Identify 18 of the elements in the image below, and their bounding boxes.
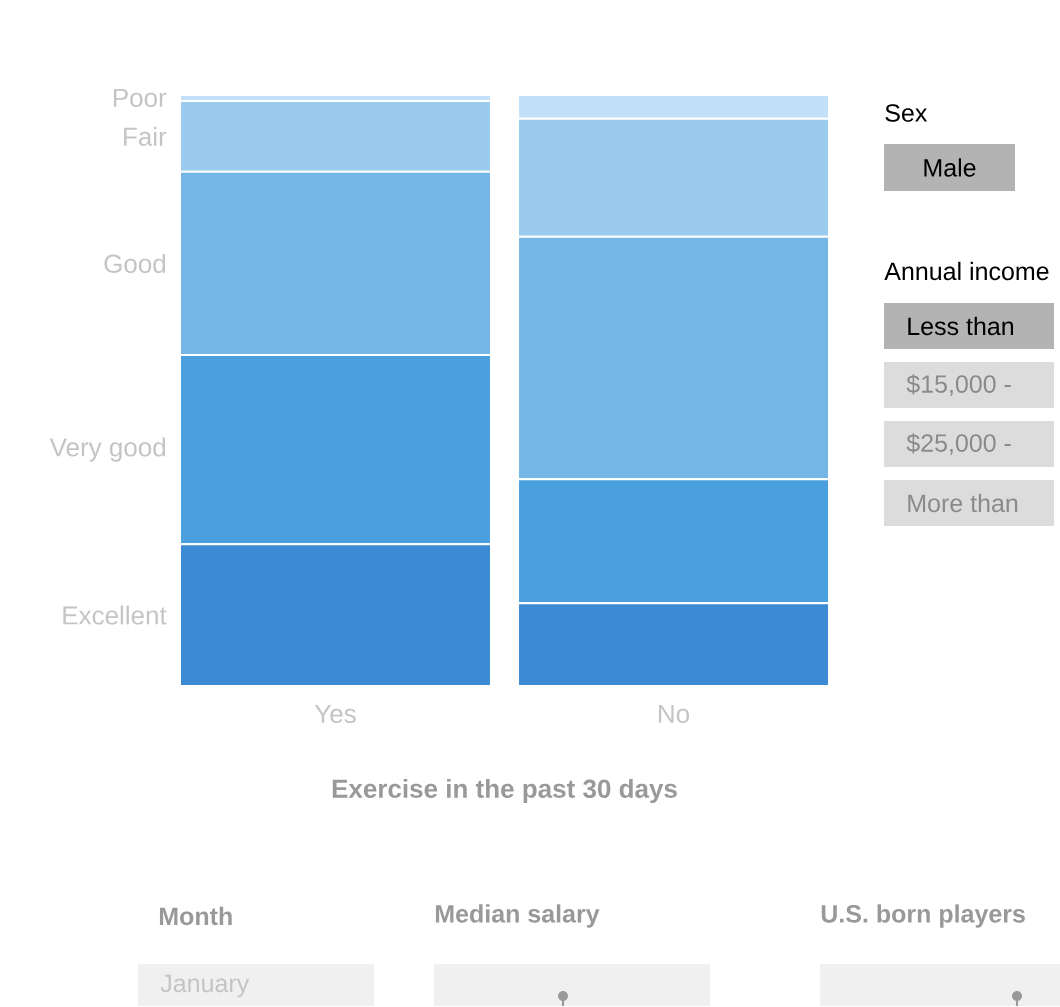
series-label: Fair	[124, 126, 167, 146]
text: Median salary	[435, 904, 600, 928]
text: $15,000 -	[906, 374, 1011, 396]
text: More than	[908, 493, 1018, 513]
text: $25,000 -	[906, 433, 1011, 455]
text: Annual income	[884, 261, 1049, 281]
text: U.S. born players	[821, 904, 1025, 928]
series-label: Excellent	[63, 605, 167, 625]
x-tick-label: No	[659, 704, 690, 724]
x-axis-title: Exercise in the past 30 days	[332, 778, 677, 804]
text: Sex	[885, 104, 928, 122]
series-label: Good	[104, 253, 166, 273]
series-label: Poor	[113, 88, 167, 108]
text: Less than	[908, 316, 1014, 336]
series-label: Very good	[49, 437, 166, 462]
text: Month	[159, 906, 232, 926]
text: Male	[924, 158, 976, 177]
x-tick-label: Yes	[314, 704, 356, 724]
